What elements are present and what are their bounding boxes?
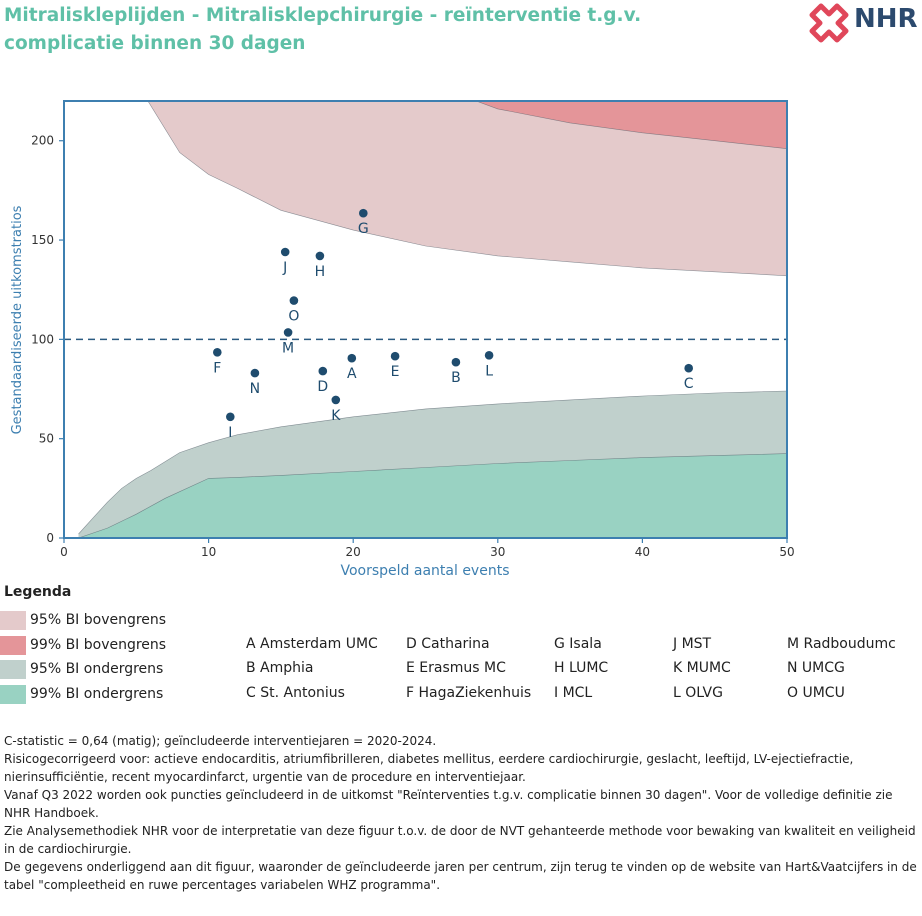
legend-label: 99% BI ondergrens	[30, 686, 164, 702]
x-tick-label: 40	[635, 545, 650, 559]
point-label-g: G	[358, 221, 369, 237]
point-label-n: N	[250, 381, 260, 397]
note-definition: Vanaf Q3 2022 worden ook puncties geïncl…	[4, 788, 893, 820]
band-boundary-line	[78, 390, 787, 535]
legend-swatch	[0, 659, 26, 679]
point-label-b: B	[451, 370, 461, 386]
legend-item-upper99: 99% BI bovengrens	[0, 634, 166, 656]
centre-label: C St. Antonius	[246, 685, 345, 701]
band-upper99	[476, 101, 787, 149]
data-point-g	[359, 208, 368, 218]
legend-item-lower99: 99% BI ondergrens	[0, 683, 163, 705]
data-point-n	[250, 368, 260, 378]
legend-title: Legenda	[4, 584, 72, 600]
centre-label: B Amphia	[246, 660, 314, 676]
point-label-c: C	[684, 376, 694, 392]
centre-label: L OLVG	[673, 685, 723, 701]
centre-label: A Amsterdam UMC	[246, 636, 378, 652]
legend-swatch	[0, 610, 26, 630]
legend-label: 95% BI ondergrens	[30, 661, 164, 677]
x-tick-label: 0	[60, 545, 68, 559]
data-point-c	[684, 363, 693, 373]
data-point-d	[318, 366, 328, 376]
point-label-f: F	[213, 360, 221, 376]
band-boundary-line	[147, 101, 787, 277]
data-point-l	[484, 351, 494, 360]
centre-label: I MCL	[554, 685, 593, 701]
point-label-k: K	[331, 408, 341, 424]
centre-label: N UMCG	[787, 660, 845, 676]
y-axis-label: Gestandaardiseerde uitkomstratios	[10, 205, 25, 434]
centre-label: G Isala	[554, 636, 602, 652]
x-tick-label: 20	[346, 545, 361, 559]
legend-item-lower95: 95% BI ondergrens	[0, 658, 163, 680]
note-methodology: Zie Analysemethodiek NHR voor de interpr…	[4, 824, 916, 856]
point-label-d: D	[317, 379, 328, 395]
y-tick-label: 150	[31, 233, 54, 247]
note-data-source: De gegevens onderliggend aan dit figuur,…	[4, 860, 917, 892]
point-label-m: M	[282, 340, 294, 356]
data-point-e	[390, 351, 400, 361]
note-cstatistic: C-statistic = 0,64 (matig); geïncludeerd…	[4, 734, 437, 748]
logo-text: NHR	[854, 4, 918, 34]
point-label-a: A	[347, 366, 357, 382]
legend-item-upper95: 95% BI bovengrens	[0, 609, 166, 631]
legend-label: 99% BI bovengrens	[30, 637, 167, 653]
y-tick-label: 50	[39, 432, 54, 446]
centre-label: F HagaZiekenhuis	[406, 685, 532, 701]
x-axis-label: Voorspeld aantal events	[340, 563, 509, 579]
nhr-logo: NHR	[806, 0, 922, 44]
y-tick-label: 100	[31, 332, 54, 346]
point-label-i: I	[228, 425, 232, 441]
data-point-k	[331, 395, 341, 405]
band-boundary-line	[78, 453, 787, 538]
point-label-l: L	[485, 363, 493, 379]
point-label-e: E	[391, 364, 400, 380]
plot-frame	[63, 100, 788, 539]
x-tick-label: 30	[490, 545, 505, 559]
x-tick-label: 10	[201, 545, 216, 559]
legend-label: 95% BI bovengrens	[30, 612, 167, 628]
note-risk-adjustment: Risicogecorrigeerd voor: actieve endocar…	[4, 752, 854, 784]
band-upper95	[147, 101, 787, 276]
centre-label: O UMCU	[787, 685, 845, 701]
y-tick-label: 0	[46, 531, 54, 545]
data-point-a	[347, 353, 357, 363]
data-point-b	[451, 357, 461, 367]
centre-label: J MST	[673, 636, 712, 652]
x-tick-label: 50	[779, 545, 794, 559]
centre-label: D Catharina	[406, 636, 490, 652]
footnotes: C-statistic = 0,64 (matig); geïncludeerd…	[4, 732, 922, 894]
centre-label: H LUMC	[554, 660, 609, 676]
data-point-i	[226, 412, 235, 422]
centre-label: E Erasmus MC	[406, 660, 506, 676]
data-point-j	[280, 247, 290, 257]
band-lower99	[78, 453, 787, 538]
point-label-o: O	[288, 309, 299, 325]
legend-swatch	[0, 635, 26, 655]
page-title: Mitraliskleplijden - Mitralisklepchirurg…	[4, 5, 642, 54]
centre-label: M Radboudumc	[787, 636, 896, 652]
band-boundary-line	[475, 101, 787, 149]
point-label-h: H	[315, 264, 326, 280]
y-tick-label: 200	[31, 134, 54, 148]
data-point-f	[213, 348, 222, 357]
data-point-m	[283, 328, 293, 337]
legend-swatch	[0, 684, 26, 704]
point-label-j: J	[282, 260, 287, 276]
data-point-h	[315, 251, 325, 261]
nhr-cross-logo-icon	[809, 3, 849, 43]
data-point-o	[289, 296, 299, 305]
centre-label: K MUMC	[673, 660, 731, 676]
